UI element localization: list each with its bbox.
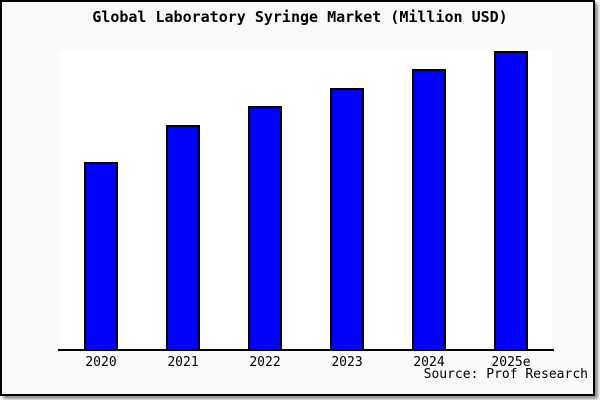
x-tick-label-2021: 2021 xyxy=(167,355,199,370)
chart-title: Global Laboratory Syringe Market (Millio… xyxy=(92,8,508,26)
bar-2020 xyxy=(84,162,118,350)
bar-2025e xyxy=(494,51,528,350)
bar-2023 xyxy=(330,88,364,350)
source-note: Source: Prof Research xyxy=(423,367,588,382)
x-tick-label-2025e: 2025e xyxy=(491,355,531,370)
x-tick-label-2024: 2024 xyxy=(413,355,445,370)
x-tick-label-2022: 2022 xyxy=(249,355,281,370)
bar-2022 xyxy=(248,106,282,350)
bar-2021 xyxy=(166,125,200,350)
bar-2024 xyxy=(412,69,446,350)
plot-area xyxy=(60,50,552,350)
x-tick-label-2023: 2023 xyxy=(331,355,363,370)
x-tick-label-2020: 2020 xyxy=(85,355,117,370)
x-axis-line xyxy=(58,349,554,351)
